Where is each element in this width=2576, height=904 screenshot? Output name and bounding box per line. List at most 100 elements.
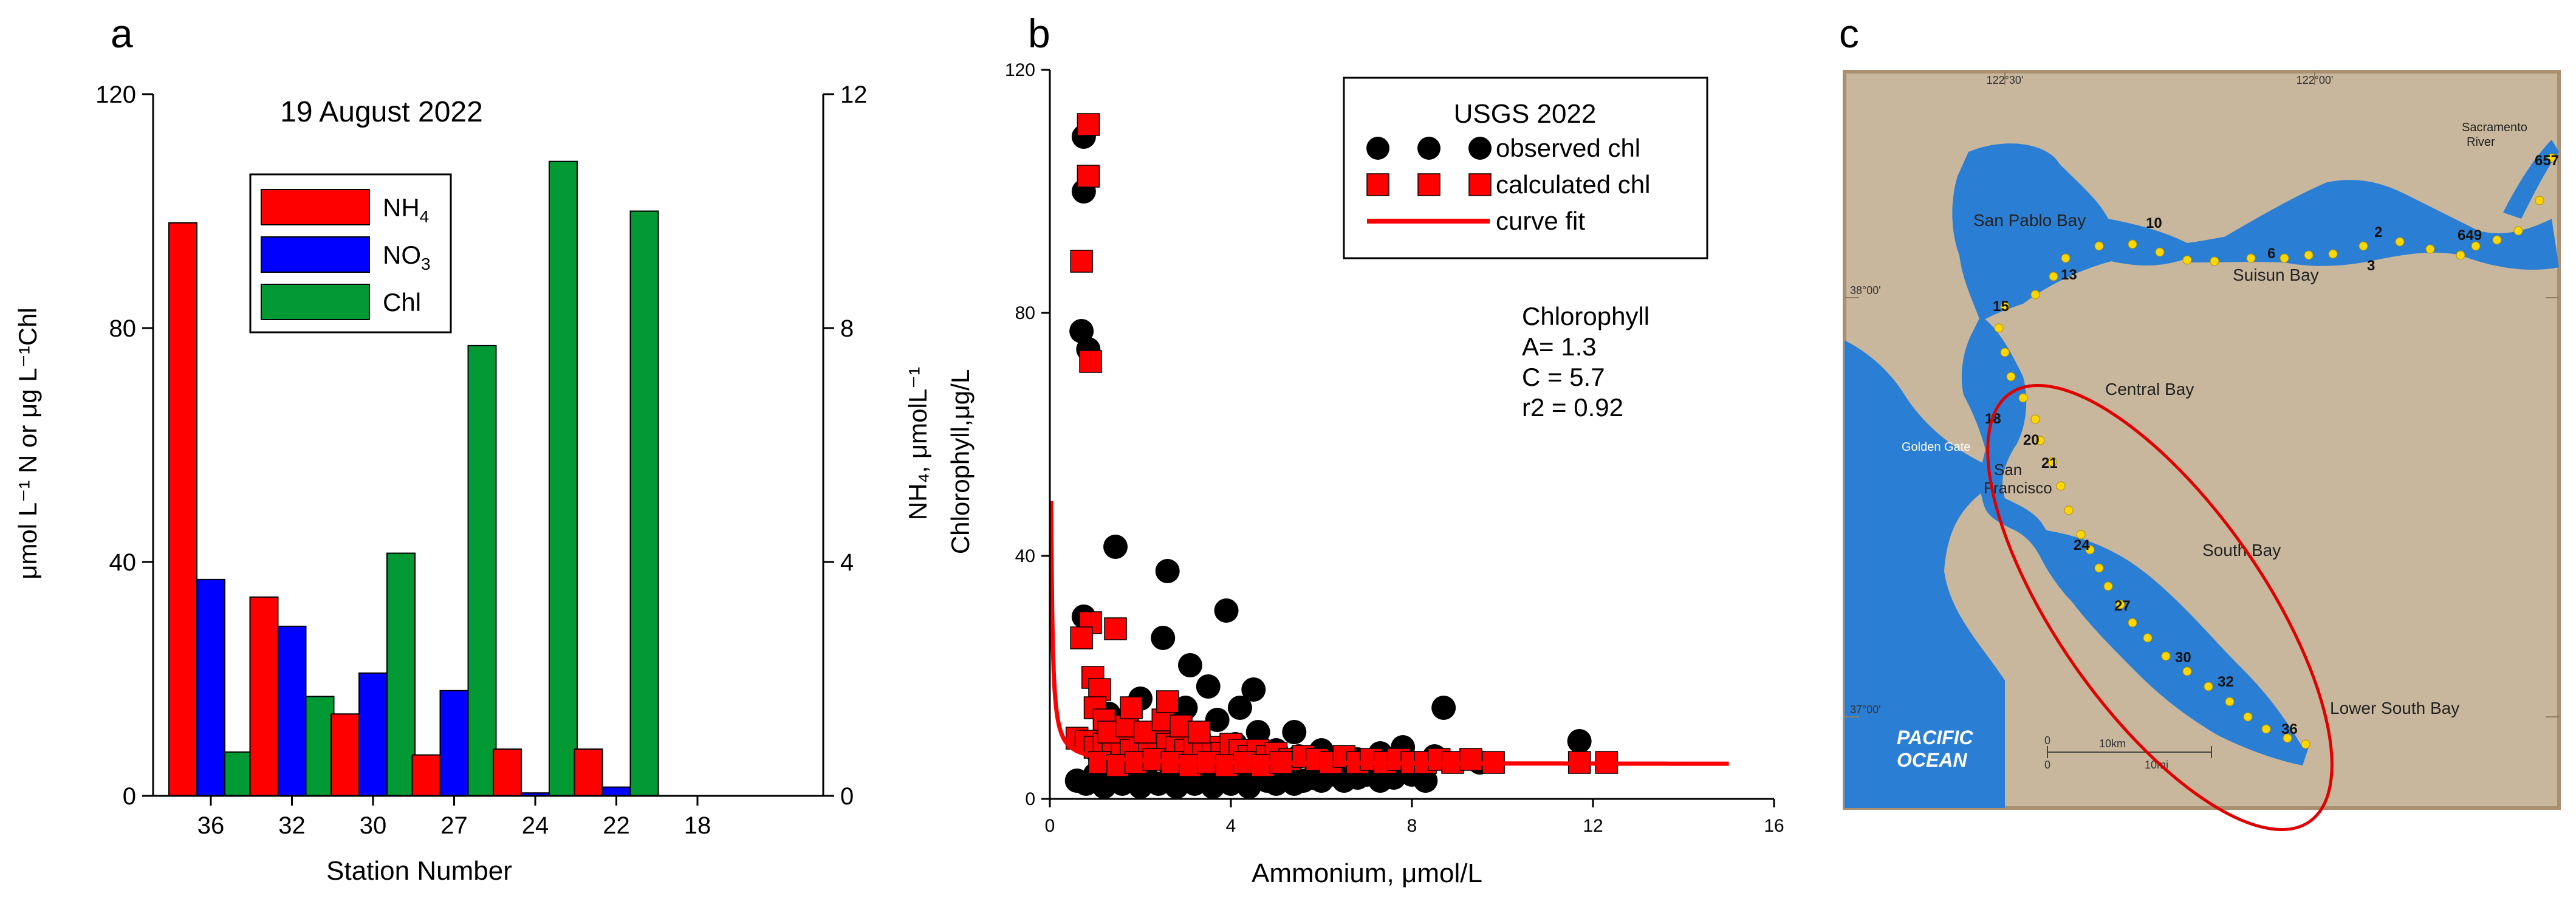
bar-chl-27 bbox=[467, 344, 497, 796]
bar-no3-30 bbox=[358, 672, 388, 796]
map-station-dot-26 bbox=[2030, 414, 2040, 424]
map-station-dot-16 bbox=[2128, 239, 2137, 249]
a-legend-subscript-1: 3 bbox=[421, 255, 431, 273]
map-sacramento-river bbox=[2503, 140, 2559, 219]
map-central-south-bay bbox=[1961, 316, 2309, 765]
b-annotation-line-3: r2 = 0.92 bbox=[1522, 393, 1623, 422]
map-station-dot-34 bbox=[2103, 581, 2113, 591]
b-y-tick-label-120: 120 bbox=[1005, 60, 1035, 80]
calculated-point-5 bbox=[1104, 617, 1127, 640]
map-station-dot-17 bbox=[2094, 241, 2104, 251]
panel-b-curve-fit-line bbox=[1049, 501, 1729, 766]
panel-b-x-ticks: 0 4 8 12 16 bbox=[1045, 799, 1784, 836]
map-station-dot-11 bbox=[2280, 253, 2289, 263]
observed-point-6 bbox=[1155, 559, 1180, 583]
observed-point-61 bbox=[1245, 720, 1270, 744]
map-label-suisun-bay: Suisun Bay bbox=[2233, 265, 2319, 284]
observed-point-8 bbox=[1151, 626, 1176, 650]
a-left-tick-label-120: 120 bbox=[95, 81, 136, 108]
observed-point-52 bbox=[1413, 769, 1438, 793]
a-right-tick-label-4: 4 bbox=[840, 549, 854, 576]
panel-a-x-ticks: 36 32 30 27 24 22 18 bbox=[197, 796, 711, 839]
map-station-label-10: 10 bbox=[2146, 215, 2162, 231]
a-legend-swatch-2 bbox=[261, 284, 370, 320]
observed-point-9 bbox=[1177, 653, 1202, 677]
map-lon-label-2: 122°00' bbox=[2297, 74, 2334, 86]
b-legend-label-0: observed chl bbox=[1496, 134, 1640, 162]
b-legend-label-2: curve fit bbox=[1496, 207, 1585, 235]
observed-point-73 bbox=[1173, 696, 1198, 720]
panel-c-letter: c bbox=[1839, 11, 1859, 56]
map-scale-km-0: 0 bbox=[2044, 734, 2050, 747]
b-legend-square-1 bbox=[1417, 173, 1440, 196]
map-station-label-36: 36 bbox=[2281, 721, 2298, 738]
observed-point-11 bbox=[1196, 674, 1221, 699]
map-station-label-649: 649 bbox=[2458, 227, 2482, 244]
panel-a-title: 19 August 2022 bbox=[280, 96, 483, 128]
map-station-label-2: 2 bbox=[2374, 224, 2382, 241]
observed-point-7 bbox=[1214, 598, 1239, 623]
map-south-bay-ellipse bbox=[1986, 384, 2334, 831]
panel-a-bar-chart: a 0 40 80 120 0 4 8 12 36 32 30 27 24 22 18 19 Augus… bbox=[13, 11, 868, 886]
calculated-point-69 bbox=[1120, 696, 1143, 719]
a-x-tick-label-18: 18 bbox=[684, 812, 711, 839]
map-station-dot-8 bbox=[2358, 241, 2368, 251]
map-station-dot-39 bbox=[2182, 666, 2192, 676]
map-station-dot-5 bbox=[2456, 250, 2465, 260]
map-station-dot-3 bbox=[2492, 235, 2502, 245]
b-legend-label-1: calculated chl bbox=[1496, 170, 1650, 199]
calculated-point-1 bbox=[1077, 165, 1100, 188]
map-station-label-657: 657 bbox=[2535, 152, 2559, 169]
map-lon-label-1: 122°30' bbox=[1987, 74, 2024, 86]
panel-a-xlabel: Station Number bbox=[326, 856, 512, 886]
map-station-dot-22 bbox=[1994, 323, 2004, 333]
b-x-tick-label-8: 8 bbox=[1407, 816, 1417, 836]
a-x-tick-label-22: 22 bbox=[603, 812, 630, 839]
map-station-dot-32 bbox=[2085, 545, 2095, 555]
map-label-lower-south-bay: Lower South Bay bbox=[2330, 699, 2459, 717]
map-station-label-6: 6 bbox=[2267, 245, 2275, 262]
panel-a-right-ticks: 0 4 8 12 bbox=[823, 81, 868, 810]
map-label-sacramento: Sacramento bbox=[2462, 121, 2527, 134]
panel-a-left-ticks: 0 40 80 120 bbox=[95, 81, 153, 810]
map-station-dot-21 bbox=[2000, 302, 2010, 312]
map-lat-label-2: 37°00' bbox=[1850, 704, 1881, 716]
map-station-dot-19 bbox=[2049, 272, 2058, 281]
map-station-dot-10 bbox=[2304, 250, 2314, 260]
map-station-label-32: 32 bbox=[2218, 674, 2234, 690]
map-station-dot-20 bbox=[2030, 290, 2040, 300]
map-station-dot-37 bbox=[2143, 633, 2153, 643]
b-annotation-line-0: Chlorophyll bbox=[1522, 302, 1649, 330]
map-label-pacific: PACIFIC bbox=[1897, 727, 1974, 748]
panel-a-bars bbox=[168, 160, 659, 796]
map-station-label-27: 27 bbox=[2114, 598, 2131, 614]
b-annotation-line-1: A= 1.3 bbox=[1522, 332, 1597, 361]
map-label-san-pablo-bay: San Pablo Bay bbox=[1973, 211, 2086, 230]
a-left-tick-label-80: 80 bbox=[109, 315, 137, 342]
map-label-river: River bbox=[2467, 135, 2495, 149]
bar-chl-30 bbox=[386, 552, 416, 796]
map-station-dot-23 bbox=[2000, 348, 2010, 357]
map-scale-mi-0: 0 bbox=[2044, 759, 2050, 771]
bar-nh4-30 bbox=[331, 713, 360, 796]
map-station-dot-31 bbox=[2076, 530, 2086, 539]
map-label-francisco: Francisco bbox=[1984, 479, 2052, 497]
a-legend-label-2: Chl bbox=[383, 288, 421, 317]
map-station-dot-30 bbox=[2064, 505, 2074, 515]
observed-point-12 bbox=[1227, 696, 1252, 720]
map-station-dot-44 bbox=[2283, 733, 2292, 743]
panel-b-letter: b bbox=[1028, 11, 1050, 56]
b-x-tick-label-16: 16 bbox=[1764, 816, 1784, 836]
panel-b-legend-box bbox=[1343, 77, 1708, 259]
observed-point-59 bbox=[1205, 708, 1230, 732]
a-right-tick-label-12: 12 bbox=[840, 81, 868, 108]
a-right-tick-label-8: 8 bbox=[840, 315, 854, 342]
b-legend-circle-2 bbox=[1468, 137, 1492, 160]
bar-nh4-22 bbox=[574, 748, 603, 796]
bar-nh4-24 bbox=[493, 748, 522, 796]
map-station-dot-24 bbox=[2006, 372, 2016, 382]
b-legend-square-2 bbox=[1468, 173, 1492, 196]
